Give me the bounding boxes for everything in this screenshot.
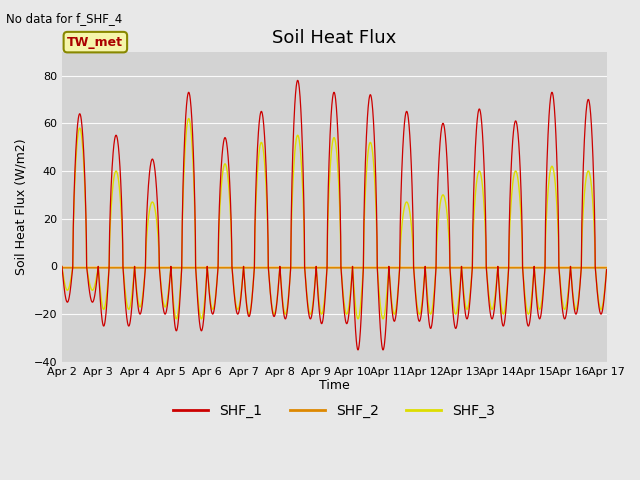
- Legend: SHF_1, SHF_2, SHF_3: SHF_1, SHF_2, SHF_3: [168, 398, 500, 423]
- Text: No data for f_SHF_4: No data for f_SHF_4: [6, 12, 123, 25]
- Text: TW_met: TW_met: [67, 36, 124, 48]
- Y-axis label: Soil Heat Flux (W/m2): Soil Heat Flux (W/m2): [15, 138, 28, 275]
- X-axis label: Time: Time: [319, 380, 349, 393]
- Title: Soil Heat Flux: Soil Heat Flux: [272, 29, 396, 48]
